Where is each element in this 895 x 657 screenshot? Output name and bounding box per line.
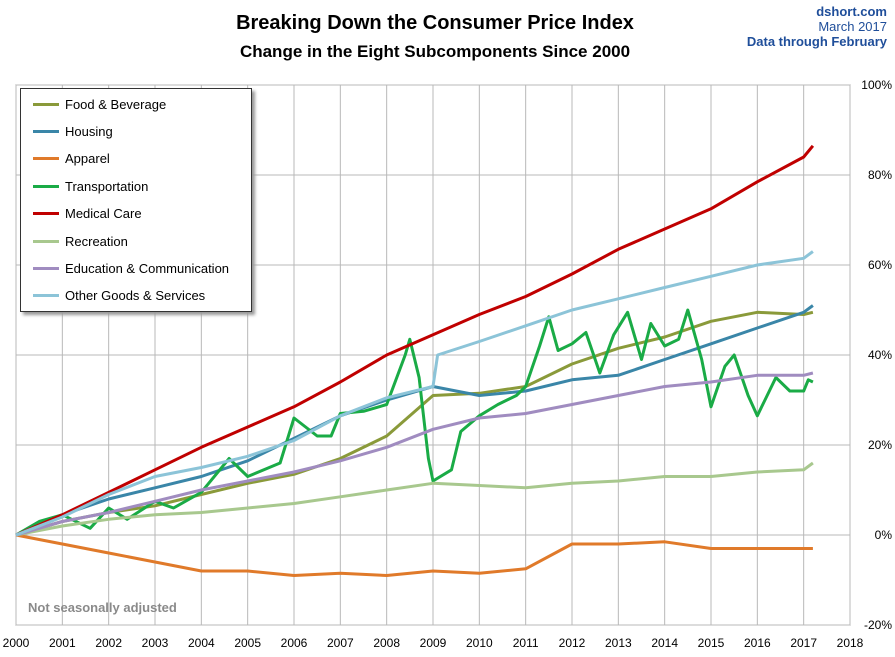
chart-subtitle: Change in the Eight Subcomponents Since …: [239, 42, 631, 61]
series-line-education-communication: [15, 371, 814, 537]
x-tick-label: 2002: [95, 636, 122, 650]
x-tick-label: 2018: [837, 636, 864, 650]
legend-item: Housing: [33, 122, 113, 140]
legend-item: Education & Communication: [33, 259, 229, 277]
x-tick-label: 2000: [3, 636, 30, 650]
y-tick-label: 80%: [868, 168, 892, 182]
x-tick-label: 2017: [790, 636, 817, 650]
x-tick-label: 2005: [234, 636, 261, 650]
legend-swatch: [33, 157, 59, 161]
y-tick-label: -20%: [864, 618, 892, 632]
legend-label: Apparel: [65, 151, 110, 167]
legend-item: Apparel: [33, 150, 110, 168]
x-tick-label: 2008: [373, 636, 400, 650]
series-line-medical-care: [15, 144, 815, 537]
chart-title: Breaking Down the Consumer Price Index: [236, 12, 634, 34]
legend-label: Recreation: [65, 233, 128, 249]
x-tick-label: 2010: [466, 636, 493, 650]
legend-label: Medical Care: [65, 206, 142, 222]
legend-swatch: [33, 129, 59, 133]
y-tick-label: 20%: [868, 438, 892, 452]
series-line-transportation: [15, 308, 814, 537]
legend-item: Other Goods & Services: [33, 287, 205, 305]
y-tick-label: 60%: [868, 258, 892, 272]
legend-item: Food & Beverage: [33, 95, 166, 113]
x-tick-label: 2004: [188, 636, 215, 650]
x-tick-label: 2007: [327, 636, 354, 650]
legend-label: Education & Communication: [65, 260, 230, 276]
seasonal-note: Not seasonally adjusted: [28, 600, 177, 615]
series-line-apparel: [15, 533, 813, 577]
legend-label: Transportation: [65, 178, 149, 194]
x-tick-label: 2013: [605, 636, 632, 650]
x-tick-label: 2014: [651, 636, 678, 650]
legend-label: Housing: [65, 123, 113, 139]
legend-swatch: [33, 212, 59, 216]
x-tick-label: 2012: [559, 636, 586, 650]
legend-swatch: [33, 266, 59, 270]
x-tick-label: 2009: [420, 636, 447, 650]
date-label: March 2017: [818, 19, 887, 34]
series-line-food-beverage: [15, 310, 814, 537]
x-tick-label: 2016: [744, 636, 771, 650]
x-tick-label: 2015: [698, 636, 725, 650]
legend-swatch: [33, 239, 59, 243]
source-label: dshort.com: [816, 4, 887, 19]
legend-label: Food & Beverage: [65, 96, 167, 112]
y-tick-label: 100%: [861, 78, 892, 92]
legend-swatch: [33, 102, 59, 106]
series-line-other-goods-services: [15, 250, 814, 537]
legend-label: Other Goods & Services: [65, 288, 206, 304]
x-tick-label: 2011: [513, 636, 539, 650]
x-tick-label: 2001: [49, 636, 76, 650]
legend-item: Medical Care: [33, 205, 142, 223]
series-line-recreation: [15, 461, 814, 537]
legend-item: Recreation: [33, 232, 128, 250]
legend-swatch: [33, 294, 59, 298]
chart-legend: Food & Beverage Housing Apparel Transportat…: [20, 88, 252, 312]
x-tick-label: 2006: [281, 636, 308, 650]
legend-swatch: [33, 184, 59, 188]
data-through-label: Data through February: [746, 34, 887, 49]
y-tick-label: 40%: [868, 348, 892, 362]
legend-item: Transportation: [33, 177, 148, 195]
y-tick-label: 0%: [875, 528, 893, 542]
x-tick-label: 2003: [142, 636, 169, 650]
